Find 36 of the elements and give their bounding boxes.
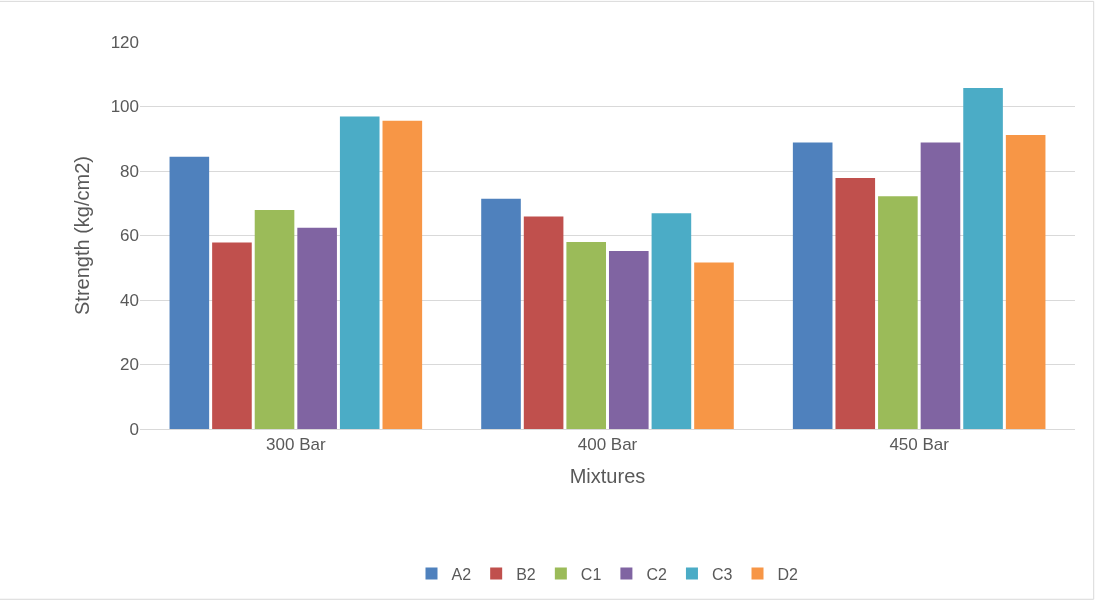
bar	[254, 210, 295, 429]
y-tick-label: 60	[120, 226, 139, 246]
y-tick-label: 80	[120, 161, 139, 181]
legend-label: C1	[580, 565, 602, 583]
y-tick-label: 100	[110, 97, 139, 117]
bar	[297, 227, 337, 429]
bar	[339, 116, 380, 429]
y-tick-label: 20	[120, 355, 139, 375]
bar	[651, 213, 692, 429]
bar	[481, 198, 521, 429]
x-axis-title: Mixtures	[569, 464, 646, 487]
x-tick-label: 400 Bar	[577, 435, 638, 455]
bar	[792, 142, 833, 429]
y-tick-label: 0	[129, 419, 139, 439]
bar	[835, 178, 876, 429]
bar	[566, 241, 607, 429]
bar	[212, 242, 252, 429]
legend-label: A2	[451, 565, 472, 583]
bar	[382, 120, 423, 429]
bar	[920, 142, 961, 429]
legend-label: C3	[711, 565, 733, 583]
bar	[169, 156, 210, 429]
bar	[1005, 134, 1046, 429]
x-tick-label: 300 Bar	[266, 435, 326, 455]
legend-label: B2	[516, 565, 536, 583]
y-tick-label: 120	[110, 32, 139, 52]
legend-label: C2	[646, 565, 667, 583]
bar	[608, 250, 649, 429]
bar	[878, 196, 918, 429]
x-tick-label: 450 Bar	[889, 435, 950, 455]
bar	[963, 88, 1003, 429]
legend-label: D2	[777, 565, 799, 583]
y-axis-title: Strength (kg/cm2)	[71, 156, 94, 315]
y-tick-label: 40	[120, 290, 139, 310]
bar	[694, 262, 734, 429]
bar	[523, 216, 564, 429]
